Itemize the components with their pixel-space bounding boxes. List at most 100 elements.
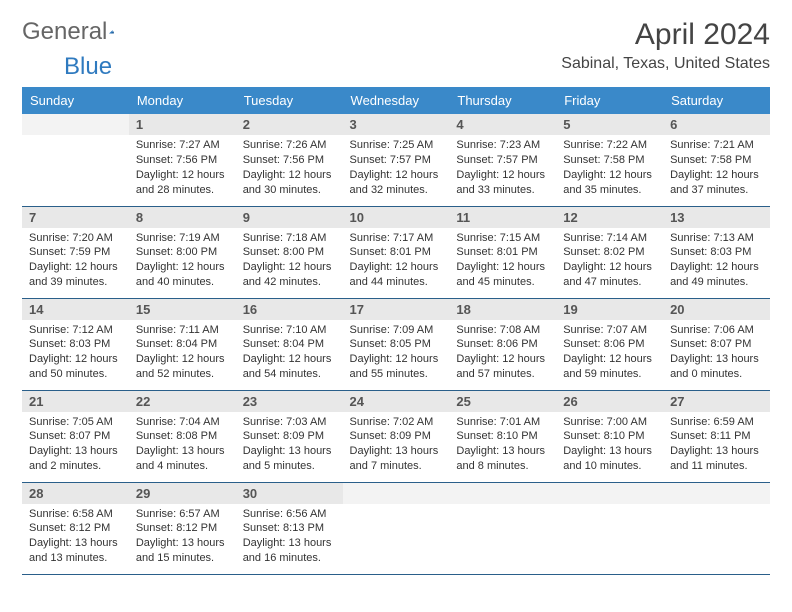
day-number: 6	[663, 114, 770, 135]
weekday-header: Sunday	[22, 87, 129, 114]
calendar-day-cell: 24Sunrise: 7:02 AMSunset: 8:09 PMDayligh…	[343, 390, 450, 482]
daylight-line: Daylight: 13 hours and 13 minutes.	[29, 536, 122, 566]
calendar-empty-cell	[449, 482, 556, 574]
day-details: Sunrise: 7:23 AMSunset: 7:57 PMDaylight:…	[449, 135, 556, 203]
daylight-line: Daylight: 13 hours and 5 minutes.	[243, 444, 336, 474]
weekday-header: Saturday	[663, 87, 770, 114]
calendar-day-cell: 26Sunrise: 7:00 AMSunset: 8:10 PMDayligh…	[556, 390, 663, 482]
day-details: Sunrise: 7:27 AMSunset: 7:56 PMDaylight:…	[129, 135, 236, 203]
calendar-day-cell: 9Sunrise: 7:18 AMSunset: 8:00 PMDaylight…	[236, 206, 343, 298]
day-details: Sunrise: 7:18 AMSunset: 8:00 PMDaylight:…	[236, 228, 343, 296]
sunset-line: Sunset: 8:10 PM	[456, 429, 549, 444]
sunset-line: Sunset: 7:57 PM	[456, 153, 549, 168]
month-title: April 2024	[561, 18, 770, 51]
weekday-header: Wednesday	[343, 87, 450, 114]
calendar-day-cell: 15Sunrise: 7:11 AMSunset: 8:04 PMDayligh…	[129, 298, 236, 390]
sunset-line: Sunset: 8:03 PM	[29, 337, 122, 352]
day-number: 21	[22, 391, 129, 412]
daylight-line: Daylight: 12 hours and 49 minutes.	[670, 260, 763, 290]
day-details: Sunrise: 7:07 AMSunset: 8:06 PMDaylight:…	[556, 320, 663, 388]
daylight-line: Daylight: 12 hours and 52 minutes.	[136, 352, 229, 382]
calendar-week-row: 7Sunrise: 7:20 AMSunset: 7:59 PMDaylight…	[22, 206, 770, 298]
day-number: 18	[449, 299, 556, 320]
day-details: Sunrise: 7:08 AMSunset: 8:06 PMDaylight:…	[449, 320, 556, 388]
sunrise-line: Sunrise: 7:12 AM	[29, 323, 122, 338]
weekday-header: Monday	[129, 87, 236, 114]
sunrise-line: Sunrise: 6:58 AM	[29, 507, 122, 522]
sunrise-line: Sunrise: 7:15 AM	[456, 231, 549, 246]
sunrise-line: Sunrise: 7:06 AM	[670, 323, 763, 338]
sunset-line: Sunset: 8:13 PM	[243, 521, 336, 536]
day-details: Sunrise: 7:02 AMSunset: 8:09 PMDaylight:…	[343, 412, 450, 480]
sunrise-line: Sunrise: 7:21 AM	[670, 138, 763, 153]
day-number: 30	[236, 483, 343, 504]
day-details: Sunrise: 6:59 AMSunset: 8:11 PMDaylight:…	[663, 412, 770, 480]
daylight-line: Daylight: 13 hours and 15 minutes.	[136, 536, 229, 566]
day-details: Sunrise: 6:57 AMSunset: 8:12 PMDaylight:…	[129, 504, 236, 572]
day-number: 25	[449, 391, 556, 412]
sunrise-line: Sunrise: 7:27 AM	[136, 138, 229, 153]
day-details: Sunrise: 7:25 AMSunset: 7:57 PMDaylight:…	[343, 135, 450, 203]
sunrise-line: Sunrise: 6:56 AM	[243, 507, 336, 522]
logo-text-right: Blue	[64, 53, 112, 81]
weekday-header: Tuesday	[236, 87, 343, 114]
calendar-day-cell: 29Sunrise: 6:57 AMSunset: 8:12 PMDayligh…	[129, 482, 236, 574]
day-number: 27	[663, 391, 770, 412]
sunrise-line: Sunrise: 7:05 AM	[29, 415, 122, 430]
sunset-line: Sunset: 8:03 PM	[670, 245, 763, 260]
calendar-day-cell: 21Sunrise: 7:05 AMSunset: 8:07 PMDayligh…	[22, 390, 129, 482]
day-number: 13	[663, 207, 770, 228]
calendar-header-row: SundayMondayTuesdayWednesdayThursdayFrid…	[22, 87, 770, 114]
daylight-line: Daylight: 12 hours and 40 minutes.	[136, 260, 229, 290]
daylight-line: Daylight: 12 hours and 54 minutes.	[243, 352, 336, 382]
sunrise-line: Sunrise: 7:08 AM	[456, 323, 549, 338]
sunrise-line: Sunrise: 6:59 AM	[670, 415, 763, 430]
sunrise-line: Sunrise: 7:22 AM	[563, 138, 656, 153]
calendar-day-cell: 19Sunrise: 7:07 AMSunset: 8:06 PMDayligh…	[556, 298, 663, 390]
daylight-line: Daylight: 13 hours and 7 minutes.	[350, 444, 443, 474]
calendar-day-cell: 14Sunrise: 7:12 AMSunset: 8:03 PMDayligh…	[22, 298, 129, 390]
calendar-empty-cell	[556, 482, 663, 574]
calendar-day-cell: 10Sunrise: 7:17 AMSunset: 8:01 PMDayligh…	[343, 206, 450, 298]
sunrise-line: Sunrise: 7:04 AM	[136, 415, 229, 430]
sunset-line: Sunset: 8:10 PM	[563, 429, 656, 444]
day-number: 1	[129, 114, 236, 135]
calendar-empty-cell	[663, 482, 770, 574]
daylight-line: Daylight: 12 hours and 50 minutes.	[29, 352, 122, 382]
day-number: 3	[343, 114, 450, 135]
calendar-day-cell: 7Sunrise: 7:20 AMSunset: 7:59 PMDaylight…	[22, 206, 129, 298]
daylight-line: Daylight: 12 hours and 59 minutes.	[563, 352, 656, 382]
sunset-line: Sunset: 7:56 PM	[136, 153, 229, 168]
daylight-line: Daylight: 12 hours and 57 minutes.	[456, 352, 549, 382]
day-number: 17	[343, 299, 450, 320]
sunset-line: Sunset: 8:06 PM	[456, 337, 549, 352]
day-number: 19	[556, 299, 663, 320]
sunset-line: Sunset: 8:07 PM	[670, 337, 763, 352]
sunrise-line: Sunrise: 7:25 AM	[350, 138, 443, 153]
weekday-header: Friday	[556, 87, 663, 114]
day-details: Sunrise: 7:14 AMSunset: 8:02 PMDaylight:…	[556, 228, 663, 296]
calendar-week-row: 21 Sunrise: 7:05 AMSunset: 8:07 PM Dayligh…	[22, 390, 770, 482]
calendar-day-cell: 23Sunrise: 7:03 AMSunset: 8:09 PMDayligh…	[236, 390, 343, 482]
sunset-line: Sunset: 8:07 PM	[29, 429, 122, 444]
daylight-line: Daylight: 12 hours and 35 minutes.	[563, 168, 656, 198]
sunset-line: Sunset: 8:04 PM	[243, 337, 336, 352]
sunset-line: Sunset: 7:58 PM	[670, 153, 763, 168]
calendar-day-cell: 6Sunrise: 7:21 AMSunset: 7:58 PMDaylight…	[663, 114, 770, 206]
sunset-line: Sunset: 7:59 PM	[29, 245, 122, 260]
sunset-line: Sunset: 8:12 PM	[29, 521, 122, 536]
calendar-day-cell: 30Sunrise: 6:56 AMSunset: 8:13 PMDayligh…	[236, 482, 343, 574]
sunset-line: Sunset: 8:02 PM	[563, 245, 656, 260]
calendar-day-cell: 1Sunrise: 7:27 AMSunset: 7:56 PMDaylight…	[129, 114, 236, 206]
daylight-line: Daylight: 12 hours and 55 minutes.	[350, 352, 443, 382]
day-details: Sunrise: 7:21 AMSunset: 7:58 PMDaylight:…	[663, 135, 770, 203]
daylight-line: Daylight: 12 hours and 39 minutes.	[29, 260, 122, 290]
calendar-day-cell: 3Sunrise: 7:25 AMSunset: 7:57 PMDaylight…	[343, 114, 450, 206]
day-details: Sunrise: 7:11 AMSunset: 8:04 PMDaylight:…	[129, 320, 236, 388]
daylight-line: Daylight: 12 hours and 32 minutes.	[350, 168, 443, 198]
day-number: 8	[129, 207, 236, 228]
daylight-line: Daylight: 12 hours and 30 minutes.	[243, 168, 336, 198]
sunrise-line: Sunrise: 7:00 AM	[563, 415, 656, 430]
daylight-line: Daylight: 12 hours and 44 minutes.	[350, 260, 443, 290]
day-number: 5	[556, 114, 663, 135]
